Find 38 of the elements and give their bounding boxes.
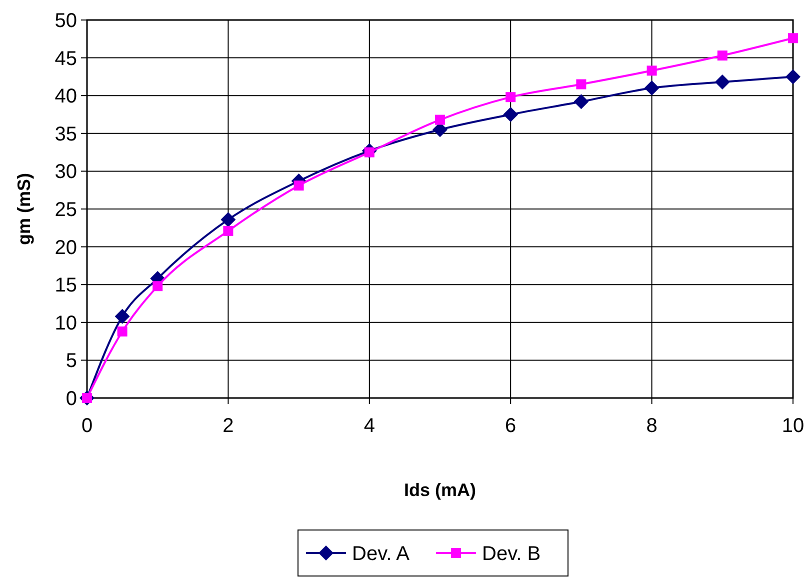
y-tick-label: 10 — [54, 312, 77, 334]
x-tick-label: 0 — [81, 415, 93, 437]
point — [223, 226, 234, 236]
x-tick-label: 2 — [222, 415, 234, 437]
x-tick-label: 10 — [782, 415, 804, 437]
legend-label: Dev. B — [482, 543, 541, 565]
y-tick-label: 50 — [54, 10, 77, 32]
y-tick-label: 35 — [54, 123, 77, 146]
y-tick-label: 30 — [54, 161, 77, 184]
y-tick-label: 15 — [54, 274, 77, 297]
point — [714, 74, 730, 90]
x-tick-label: 8 — [646, 415, 658, 437]
y-tick-label: 5 — [66, 350, 77, 372]
point — [294, 180, 304, 191]
point — [576, 79, 586, 90]
y-axis-title: gm (mS) — [14, 172, 34, 245]
x-tick-label: 4 — [364, 415, 375, 437]
point — [220, 212, 236, 228]
point — [117, 326, 128, 336]
point — [435, 114, 445, 125]
y-tick-label: 20 — [54, 236, 77, 259]
point — [574, 94, 589, 110]
x-tick-label: 6 — [505, 415, 516, 437]
point — [786, 69, 800, 84]
x-axis-title: Ids (mA) — [404, 480, 476, 500]
point — [114, 308, 130, 324]
y-tick-label: 45 — [54, 48, 77, 70]
point — [644, 80, 660, 96]
point — [646, 66, 657, 76]
point — [788, 33, 798, 44]
point — [717, 50, 728, 61]
legend-label: Dev. A — [352, 543, 410, 565]
y-tick-label: 25 — [54, 199, 77, 221]
y-tick-label: 40 — [54, 86, 77, 108]
point — [152, 281, 163, 292]
point — [506, 92, 516, 102]
y-tick-label: 0 — [66, 388, 77, 410]
point — [503, 107, 518, 122]
